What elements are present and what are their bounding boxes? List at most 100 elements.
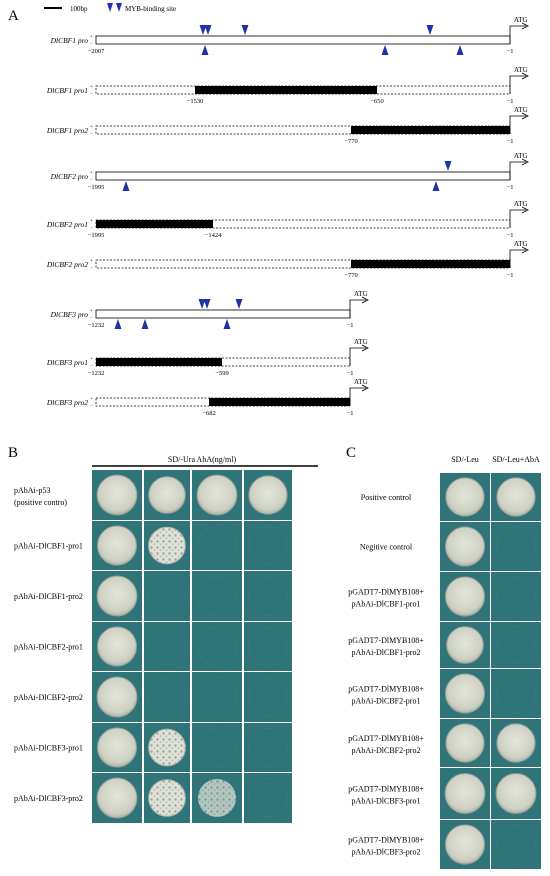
yeast-colony xyxy=(96,676,138,718)
fragment-region xyxy=(209,398,350,406)
yeast-colony xyxy=(96,474,138,516)
empty-spot xyxy=(196,575,238,617)
plate-cell xyxy=(244,521,292,570)
plate-cell xyxy=(144,672,190,722)
construct-label-promoter: pAbAi-DlCBF1-pro1 xyxy=(352,600,421,609)
yeast-colony xyxy=(445,477,485,517)
medium-label: SD/-Leu+AbA xyxy=(492,455,540,464)
empty-spot xyxy=(196,525,237,566)
yeast-colony xyxy=(148,476,186,514)
empty-spot xyxy=(248,727,288,768)
strain-label: pAbAi-DlCBF1-pro1 xyxy=(14,542,83,551)
fragment-boundary-label: −770 xyxy=(344,272,357,279)
arrow-head-icon xyxy=(361,296,369,304)
myb-site-icon xyxy=(426,25,434,35)
strand-minus: − xyxy=(90,404,93,409)
empty-spot xyxy=(495,526,536,567)
strain-label: pAbAi-p53 xyxy=(14,486,50,495)
plate-cell xyxy=(244,622,292,671)
yeast-colony xyxy=(444,576,486,617)
atg-arrow xyxy=(349,387,366,406)
empty-spot xyxy=(495,824,536,865)
construct-label-promoter: pAbAi-DlCBF1-pro2 xyxy=(352,648,421,657)
construct-label: pGADT7-DlMYB108+ xyxy=(348,636,424,645)
strand-plus: + xyxy=(90,171,93,176)
scale-label: 100bp xyxy=(70,5,88,13)
yeast-colony xyxy=(96,727,138,768)
atg-label: ATG xyxy=(514,152,528,160)
strand-minus: − xyxy=(90,316,93,321)
empty-spot xyxy=(248,778,288,818)
promoter-label: DlCBF3 pro xyxy=(50,310,89,319)
atg-label: ATG xyxy=(514,106,528,114)
construct-label-promoter: pAbAi-DlCBF3-pro1 xyxy=(352,797,421,806)
yeast-colony xyxy=(444,526,486,567)
myb-site-icon xyxy=(198,299,206,309)
plate-cell xyxy=(491,522,541,571)
strand-plus: + xyxy=(90,125,93,130)
strain-label: pAbAi-DlCBF1-pro2 xyxy=(14,592,83,601)
panel-b: B SD/-Ura AbA(ng/ml) 0100200300 pAbAi-p5… xyxy=(8,445,318,823)
empty-spot xyxy=(196,626,237,667)
plate-cell xyxy=(144,571,190,621)
atg-arrow xyxy=(509,25,526,44)
fragment-region xyxy=(351,126,510,134)
myb-site-icon xyxy=(235,299,243,309)
myb-site-icon xyxy=(456,45,464,55)
fragment-region xyxy=(96,220,213,228)
yeast-colony xyxy=(444,773,486,814)
panel-c-letter: C xyxy=(346,445,356,461)
panel-b-header: SD/-Ura AbA(ng/ml) xyxy=(168,455,237,464)
panel-a: A 100bp MYB-binding site DlCBF1 pro +−ATG… xyxy=(8,3,529,417)
arrow-head-icon xyxy=(361,384,369,392)
construct-label: pGADT7-DlMYB108+ xyxy=(348,836,424,845)
yeast-colony xyxy=(196,474,238,516)
fragment-region xyxy=(351,260,510,268)
arrow-head-icon xyxy=(521,22,529,30)
fragment-boundary-label: −599 xyxy=(215,370,228,377)
myb-site-icon xyxy=(381,45,389,55)
strand-minus: − xyxy=(90,226,93,231)
empty-spot xyxy=(495,576,536,617)
strand-plus: + xyxy=(90,219,93,224)
strain-label: pAbAi-DlCBF2-pro1 xyxy=(14,643,83,652)
promoter-label: DlCBF1 pro1 xyxy=(46,86,88,95)
end-position: −1 xyxy=(507,272,514,279)
construct-label-promoter: pAbAi-DlCBF3-pro2 xyxy=(352,848,421,857)
end-position: −1 xyxy=(507,184,514,191)
promoter-label: DlCBF2 pro xyxy=(50,172,89,181)
myb-site-icon xyxy=(141,319,149,329)
construct-label: Negitive control xyxy=(360,543,413,552)
end-position: −1 xyxy=(347,370,354,377)
strand-minus: − xyxy=(90,92,93,97)
plate-cell xyxy=(244,773,292,823)
myb-site-icon xyxy=(223,319,231,329)
end-position: −1 xyxy=(347,322,354,329)
legend-site-icon xyxy=(116,3,122,12)
end-position: −1 xyxy=(507,138,514,145)
strand-minus: − xyxy=(90,266,93,271)
empty-spot xyxy=(248,677,288,717)
yeast-colony xyxy=(444,673,486,714)
atg-label: ATG xyxy=(354,338,368,346)
promoter-label: DlCBF3 pro1 xyxy=(46,358,88,367)
empty-spot xyxy=(148,678,186,716)
start-position: −1995 xyxy=(88,184,105,191)
fragment-region xyxy=(195,86,377,94)
empty-spot xyxy=(495,673,536,714)
yeast-colony xyxy=(496,477,536,517)
end-position: −1 xyxy=(507,232,514,239)
myb-site-icon xyxy=(203,299,211,309)
strand-minus: − xyxy=(90,364,93,369)
atg-arrow xyxy=(509,209,526,228)
strand-minus: − xyxy=(90,132,93,137)
panel-a-letter: A xyxy=(8,8,19,24)
plate-cell xyxy=(192,723,242,772)
site-label: MYB-binding site xyxy=(125,5,176,13)
strand-plus: + xyxy=(90,397,93,402)
arrow-head-icon xyxy=(521,112,529,120)
yeast-colony xyxy=(248,475,288,515)
plate-cell xyxy=(144,622,190,671)
arrow-head-icon xyxy=(521,206,529,214)
yeast-colony xyxy=(445,723,485,763)
